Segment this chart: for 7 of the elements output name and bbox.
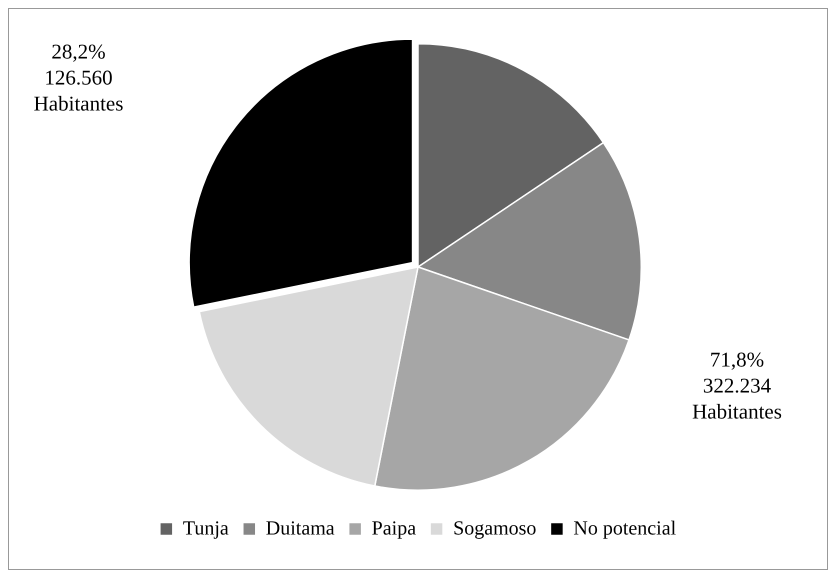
legend-label: No potencial — [573, 517, 677, 540]
legend-label: Paipa — [372, 517, 416, 540]
legend-label: Sogamoso — [453, 517, 536, 540]
legend-label: Tunja — [182, 517, 229, 540]
text: 71,8% 322.234 Habitantes — [692, 348, 782, 424]
legend-label: Duitama — [266, 517, 335, 540]
text: 28,2% 126.560 Habitantes — [34, 40, 124, 116]
